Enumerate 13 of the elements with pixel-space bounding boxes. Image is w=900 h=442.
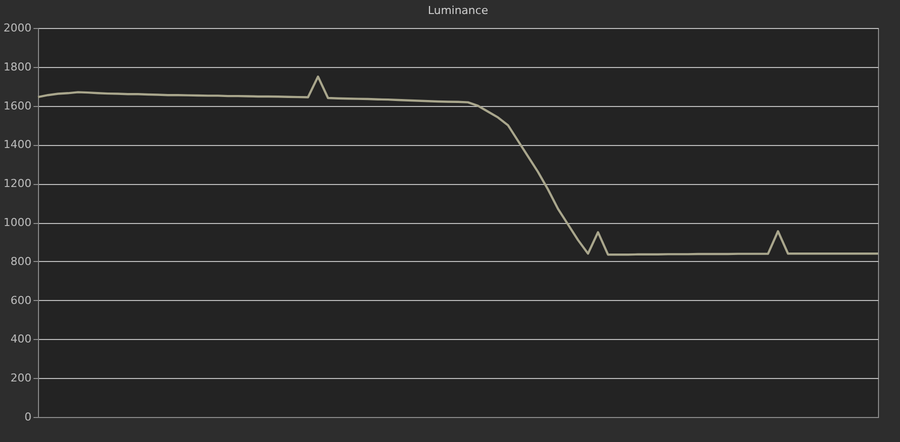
chart-title: Luminance bbox=[428, 4, 488, 17]
y-tick-label: 1200 bbox=[4, 177, 32, 190]
y-tick-label: 200 bbox=[10, 372, 32, 385]
y-tick-label: 1800 bbox=[4, 60, 32, 74]
y-tick-label: 0 bbox=[24, 410, 32, 424]
y-tick-label: 1600 bbox=[4, 99, 32, 112]
y-tick-label: 1400 bbox=[4, 138, 32, 152]
y-tick-label: 2000 bbox=[4, 22, 32, 34]
y-tick-label: 400 bbox=[10, 332, 32, 346]
line-series bbox=[36, 76, 880, 256]
y-tick-label: 600 bbox=[10, 294, 32, 307]
y-tick-label: 1000 bbox=[4, 216, 32, 229]
y-tick-label: 800 bbox=[10, 254, 32, 268]
